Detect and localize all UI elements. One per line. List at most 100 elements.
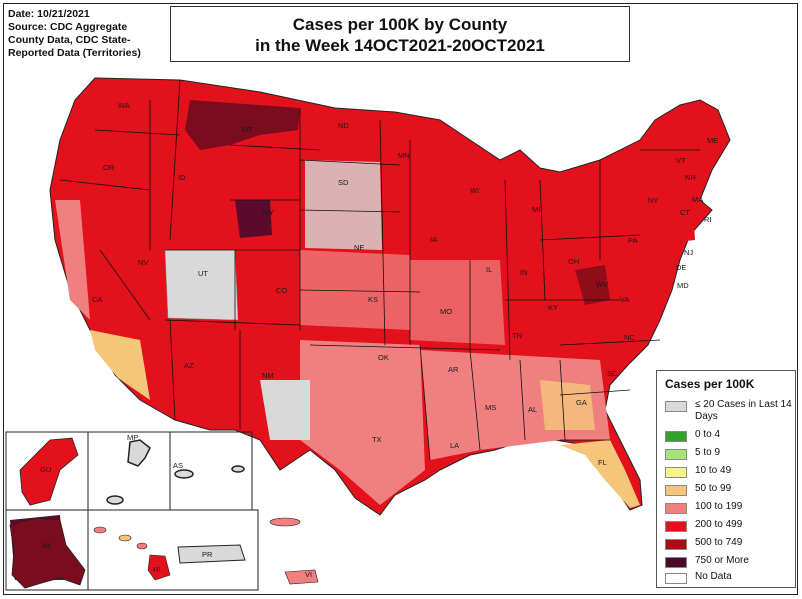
legend-item-50-99: 50 to 99	[665, 483, 795, 503]
state-label-az: AZ	[184, 361, 194, 370]
wv-dark-region	[575, 265, 610, 305]
state-label-wi: WI	[470, 186, 479, 195]
legend-item-5-9: 5 to 9	[665, 447, 795, 467]
state-label-ma: MA	[692, 195, 703, 204]
state-label-nd: ND	[338, 121, 349, 130]
legend-swatch	[665, 467, 687, 478]
state-label-nc: NC	[624, 333, 635, 342]
continental-us	[10, 77, 731, 580]
state-label-ia: IA	[430, 235, 437, 244]
ca-coast-pink	[55, 200, 90, 320]
state-label-vt: VT	[676, 156, 686, 165]
state-label-id: ID	[178, 173, 186, 182]
state-label-ca: CA	[92, 295, 102, 304]
ny-pa-red	[600, 160, 695, 250]
legend-label: 750 or More	[695, 555, 749, 566]
legend-label: 5 to 9	[695, 447, 721, 458]
legend-item-le20: ≤ 20 Cases in Last 14 Days	[665, 399, 795, 422]
legend-swatch	[665, 573, 687, 584]
state-label-oh: OH	[568, 257, 579, 266]
label-gu: GU	[40, 465, 51, 474]
label-hi: HI	[153, 565, 161, 574]
legend-item-0-4: 0 to 4	[665, 429, 795, 449]
legend-swatch	[665, 539, 687, 550]
state-label-me: ME	[707, 136, 718, 145]
state-label-ms: MS	[485, 403, 496, 412]
territory-insets	[5, 431, 259, 591]
state-label-ok: OK	[378, 353, 389, 362]
source-info: Date: 10/21/2021 Source: CDC Aggregate C…	[8, 8, 158, 60]
mt-id-dark-region	[185, 100, 300, 150]
label-pr: PR	[202, 550, 213, 559]
legend-swatch	[665, 431, 687, 442]
state-label-nv: NV	[138, 258, 148, 267]
wy-dark-region	[235, 200, 272, 238]
legend-label: No Data	[695, 571, 732, 582]
nd-sd-light-region	[305, 160, 382, 250]
state-label-ky: KY	[548, 303, 558, 312]
state-label-tx: TX	[372, 435, 382, 444]
mo-il-pink-region	[410, 260, 505, 345]
as-island-1	[174, 469, 194, 479]
legend-swatch	[665, 449, 687, 460]
legend-item-no-data: No Data	[665, 571, 795, 591]
state-label-wy: WY	[262, 208, 274, 217]
state-label-wa: WA	[118, 101, 130, 110]
state-label-ga: GA	[576, 398, 587, 407]
label-ak: AK	[42, 541, 52, 550]
state-borders	[59, 79, 700, 461]
state-label-nh: NH	[685, 173, 696, 182]
legend-swatch	[665, 521, 687, 532]
guam-shape	[19, 437, 79, 506]
state-label-co: CO	[276, 286, 287, 295]
southeast-pink-region	[420, 350, 610, 460]
state-label-va: VA	[620, 295, 629, 304]
legend: Cases per 100K ≤ 20 Cases in Last 14 Day…	[656, 370, 796, 588]
date-text: Date: 10/21/2021	[8, 8, 90, 20]
legend-label: ≤ 20 Cases in Last 14 Days	[695, 399, 792, 422]
state-label-sd: SD	[338, 178, 349, 187]
state-label-ri: RI	[704, 215, 712, 224]
legend-item-500-749: 500 to 749	[665, 537, 795, 557]
legend-item-200-499: 200 to 499	[665, 519, 795, 539]
puerto-rico-shape	[177, 544, 246, 564]
vi-islands	[269, 517, 319, 585]
legend-label: 10 to 49	[695, 465, 732, 476]
tx-gray-region	[260, 380, 310, 440]
state-label-mt: MT	[242, 125, 253, 134]
state-label-in: IN	[520, 268, 528, 277]
legend-label: 500 to 749	[695, 537, 743, 548]
state-label-nm: NM	[262, 371, 274, 380]
title-line-1: Cases per 100K by County	[292, 15, 508, 34]
state-label-ct: CT	[680, 208, 690, 217]
source-text: Source: CDC Aggregate County Data, CDC S…	[8, 21, 141, 59]
state-label-ar: AR	[448, 365, 459, 374]
legend-item-750-plus: 750 or More	[665, 555, 795, 575]
state-label-de: DE	[676, 263, 686, 272]
tx-pink-region	[300, 340, 425, 505]
title-line-2: in the Week 14OCT2021-20OCT2021	[255, 36, 545, 55]
state-label-mi: MI	[532, 205, 540, 214]
ca-south-orange	[90, 330, 150, 400]
state-label-mo: MO	[440, 307, 452, 316]
legend-label: 50 to 99	[695, 483, 732, 494]
state-label-pa: PA	[628, 236, 637, 245]
legend-label: 100 to 199	[695, 501, 743, 512]
state-label-ne: NE	[354, 243, 364, 252]
label-as: AS	[173, 461, 183, 470]
state-label-il: IL	[486, 265, 492, 274]
map-frame	[3, 3, 798, 595]
legend-swatch	[665, 503, 687, 514]
state-label-md: MD	[677, 281, 689, 290]
legend-label: 200 to 499	[695, 519, 743, 530]
state-label-wv: WV	[596, 280, 608, 289]
state-label-ny: NY	[648, 196, 658, 205]
state-label-tn: TN	[512, 331, 522, 340]
state-label-ks: KS	[368, 295, 378, 304]
as-island-2	[231, 465, 245, 473]
state-label-sc: SC	[607, 369, 618, 378]
mp-islands	[127, 439, 151, 467]
state-label-nj: NJ	[684, 248, 693, 257]
